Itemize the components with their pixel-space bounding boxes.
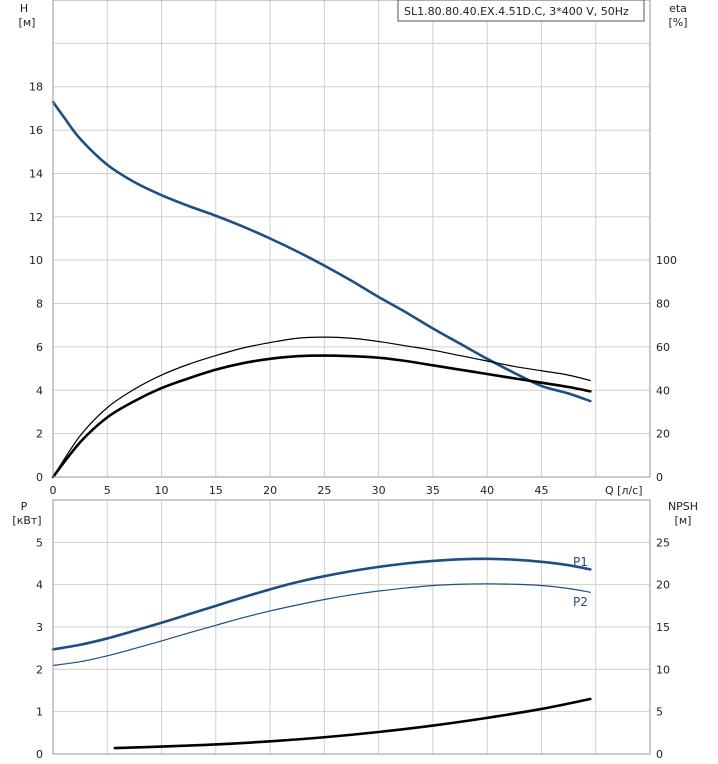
series-p1-line — [51, 557, 592, 651]
eta-tick-label: 80 — [656, 298, 670, 311]
power-tick-label: 2 — [36, 663, 43, 676]
flow-tick-label: 40 — [480, 484, 494, 497]
eta-tick-label: 60 — [656, 341, 670, 354]
head-tick-label: 10 — [29, 254, 43, 267]
chart-title: SL1.80.80.40.EX.4.51D.C, 3*400 V, 50Hz — [404, 5, 629, 18]
head-tick-label: 0 — [36, 471, 43, 484]
series-p2-line — [52, 583, 591, 667]
eta-tick-label: 100 — [656, 254, 677, 267]
eta-tick-label: 20 — [656, 428, 670, 441]
head-tick-label: 14 — [29, 167, 43, 180]
npsh-tick-label: 5 — [656, 706, 663, 719]
head-axis-unit: [м] — [19, 16, 36, 29]
flow-tick-label: 25 — [317, 484, 331, 497]
series-line-0-1 — [52, 336, 591, 478]
npsh-tick-label: 25 — [656, 536, 670, 549]
flow-tick-label: 5 — [104, 484, 111, 497]
npsh-tick-label: 15 — [656, 621, 670, 634]
flow-tick-label: 15 — [209, 484, 223, 497]
power-npsh-panel: 0 1 2 3 4 5 0 5 10 15 20 25 P [кВт] NPSH [м] P1 P2 — [12, 499, 698, 761]
eta-axis-unit: [%] — [668, 16, 687, 29]
power-plot-frame — [52, 499, 651, 755]
power-tick-label: 3 — [36, 621, 43, 634]
power-axis-label: P — [21, 500, 28, 513]
p2-series-label: P2 — [573, 595, 588, 609]
power-axis-unit: [кВт] — [12, 514, 41, 527]
head-tick-labels: 0 5 10 15 20 25 30 35 40 45 0 2 4 6 8 10 12 14 16 18 0 20 40 60… — [29, 81, 677, 497]
head-tick-label: 12 — [29, 211, 43, 224]
head-tick-label: 4 — [36, 384, 43, 397]
eta-tick-label: 40 — [656, 384, 670, 397]
series-line-0-0 — [51, 100, 592, 403]
npsh-axis-unit: [м] — [675, 514, 692, 527]
head-tick-label: 16 — [29, 124, 43, 137]
power-tick-label: 0 — [36, 748, 43, 761]
p1-series-label: P1 — [573, 555, 588, 569]
flow-tick-label: 35 — [426, 484, 440, 497]
power-tick-label: 1 — [36, 706, 43, 719]
power-tick-label: 5 — [36, 536, 43, 549]
flow-tick-label: 30 — [372, 484, 386, 497]
flow-tick-label: 45 — [534, 484, 548, 497]
head-tick-label: 18 — [29, 81, 43, 94]
power-tick-label: 4 — [36, 579, 43, 592]
head-efficiency-series — [51, 100, 592, 479]
series-line-1-2 — [113, 697, 592, 750]
title-box — [397, 0, 645, 22]
head-grid — [52, 0, 650, 478]
eta-tick-label: 0 — [656, 471, 663, 484]
head-efficiency-panel: 0 5 10 15 20 25 30 35 40 45 0 2 4 6 8 10 12 14 16 18 0 20 40 60… — [19, 0, 688, 497]
head-tick-label: 6 — [36, 341, 43, 354]
series-line-0-2 — [51, 354, 592, 479]
head-tick-label: 8 — [36, 298, 43, 311]
flow-tick-label: 0 — [50, 484, 57, 497]
npsh-tick-label: 0 — [656, 748, 663, 761]
power-npsh-series — [51, 557, 592, 750]
npsh-tick-label: 20 — [656, 579, 670, 592]
head-axis-label: H — [20, 2, 28, 15]
npsh-tick-label: 10 — [656, 663, 670, 676]
head-plot-frame — [52, 0, 651, 478]
flow-tick-label: 20 — [263, 484, 277, 497]
head-tick-label: 2 — [36, 428, 43, 441]
power-tick-labels: 0 1 2 3 4 5 0 5 10 15 20 25 — [36, 536, 670, 761]
eta-axis-label: eta — [669, 2, 687, 15]
npsh-axis-label: NPSH — [668, 500, 698, 513]
flow-tick-label: 10 — [155, 484, 169, 497]
flow-axis-label: Q [л/с] — [605, 484, 643, 497]
